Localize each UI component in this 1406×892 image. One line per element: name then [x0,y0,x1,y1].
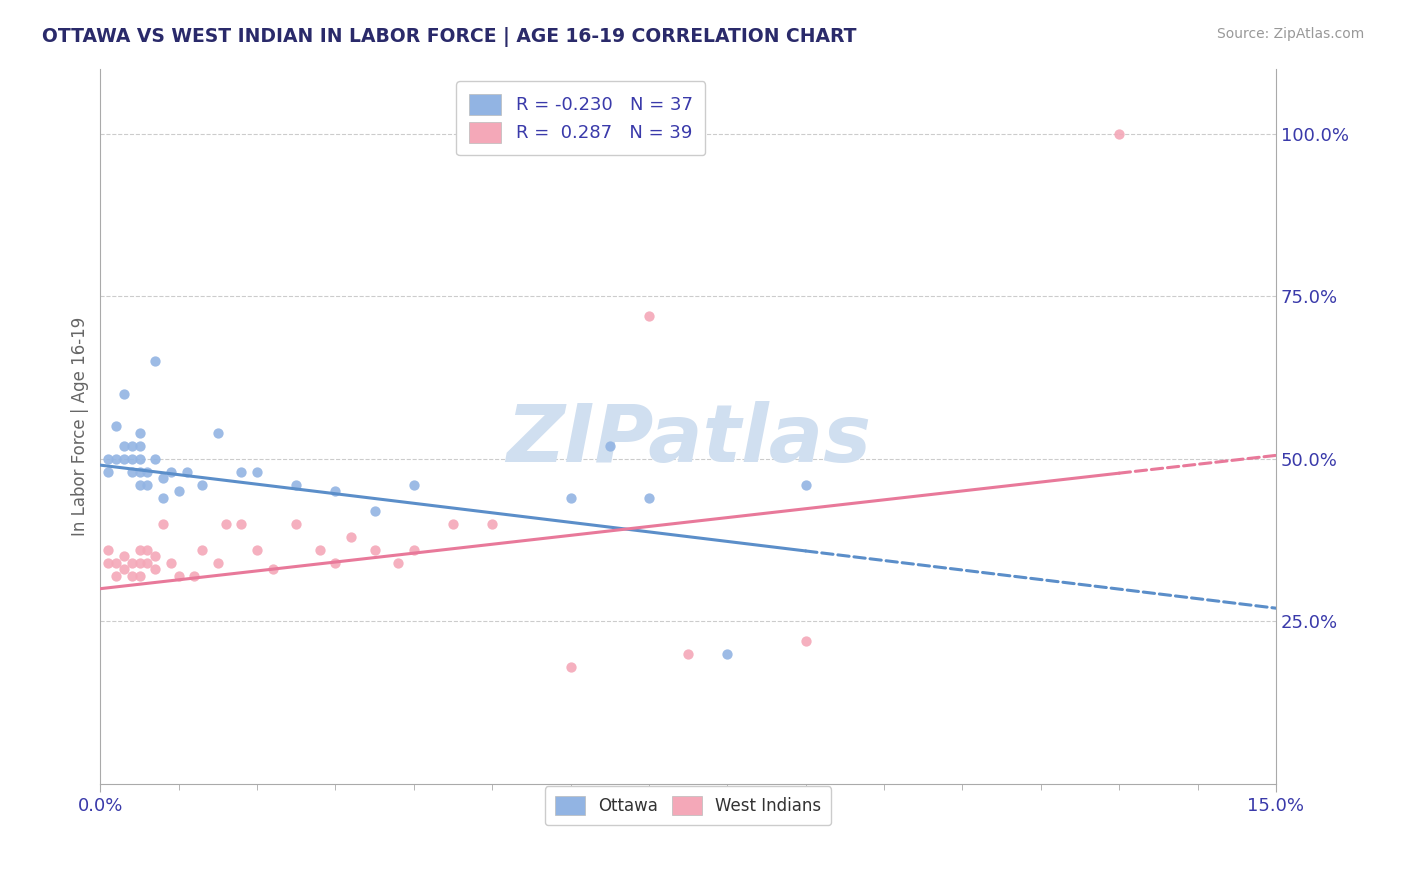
Point [363,542,385,557]
Point [231,465,253,479]
Point [105,556,128,570]
Point [308,542,330,557]
Point [136,542,159,557]
Point [441,516,464,531]
Point [105,451,128,466]
Point [121,465,143,479]
Point [1108,127,1130,141]
Point [325,556,347,570]
Point [638,491,661,505]
Text: OTTAWA VS WEST INDIAN IN LABOR FORCE | AGE 16-19 CORRELATION CHART: OTTAWA VS WEST INDIAN IN LABOR FORCE | A… [42,27,856,46]
Point [136,465,159,479]
Point [285,477,308,491]
Point [560,659,582,673]
Y-axis label: In Labor Force | Age 16-19: In Labor Force | Age 16-19 [72,317,89,536]
Point [262,562,284,576]
Point [167,568,190,582]
Point [128,556,150,570]
Point [143,562,166,576]
Point [97,451,120,466]
Point [121,556,143,570]
Point [143,451,166,466]
Point [176,465,198,479]
Point [285,516,308,531]
Point [325,484,347,499]
Point [191,542,214,557]
Point [599,439,621,453]
Point [128,477,150,491]
Point [128,542,150,557]
Point [340,530,363,544]
Point [136,477,159,491]
Point [794,633,817,648]
Point [716,647,738,661]
Point [105,568,128,582]
Point [167,484,190,499]
Point [112,439,135,453]
Point [676,647,699,661]
Text: ZIPatlas: ZIPatlas [506,401,870,479]
Text: Source: ZipAtlas.com: Source: ZipAtlas.com [1216,27,1364,41]
Point [121,568,143,582]
Point [143,354,166,368]
Point [387,556,409,570]
Point [112,386,135,401]
Point [152,471,174,485]
Point [402,542,425,557]
Point [121,439,143,453]
Point [638,309,661,323]
Point [794,477,817,491]
Point [215,516,238,531]
Point [560,491,582,505]
Point [207,425,229,440]
Point [128,465,150,479]
Point [191,477,214,491]
Point [160,465,183,479]
Point [152,516,174,531]
Point [363,503,385,517]
Point [183,568,205,582]
Point [160,556,183,570]
Point [246,542,269,557]
Point [402,477,425,491]
Point [97,542,120,557]
Point [481,516,503,531]
Point [128,439,150,453]
Point [136,556,159,570]
Point [112,549,135,564]
Point [105,419,128,434]
Point [207,556,229,570]
Point [112,451,135,466]
Point [97,556,120,570]
Point [246,465,269,479]
Point [152,491,174,505]
Point [128,568,150,582]
Point [112,562,135,576]
Point [143,549,166,564]
Point [128,425,150,440]
Point [121,451,143,466]
Legend: Ottawa, West Indians: Ottawa, West Indians [546,786,831,825]
Point [231,516,253,531]
Point [128,451,150,466]
Point [97,465,120,479]
